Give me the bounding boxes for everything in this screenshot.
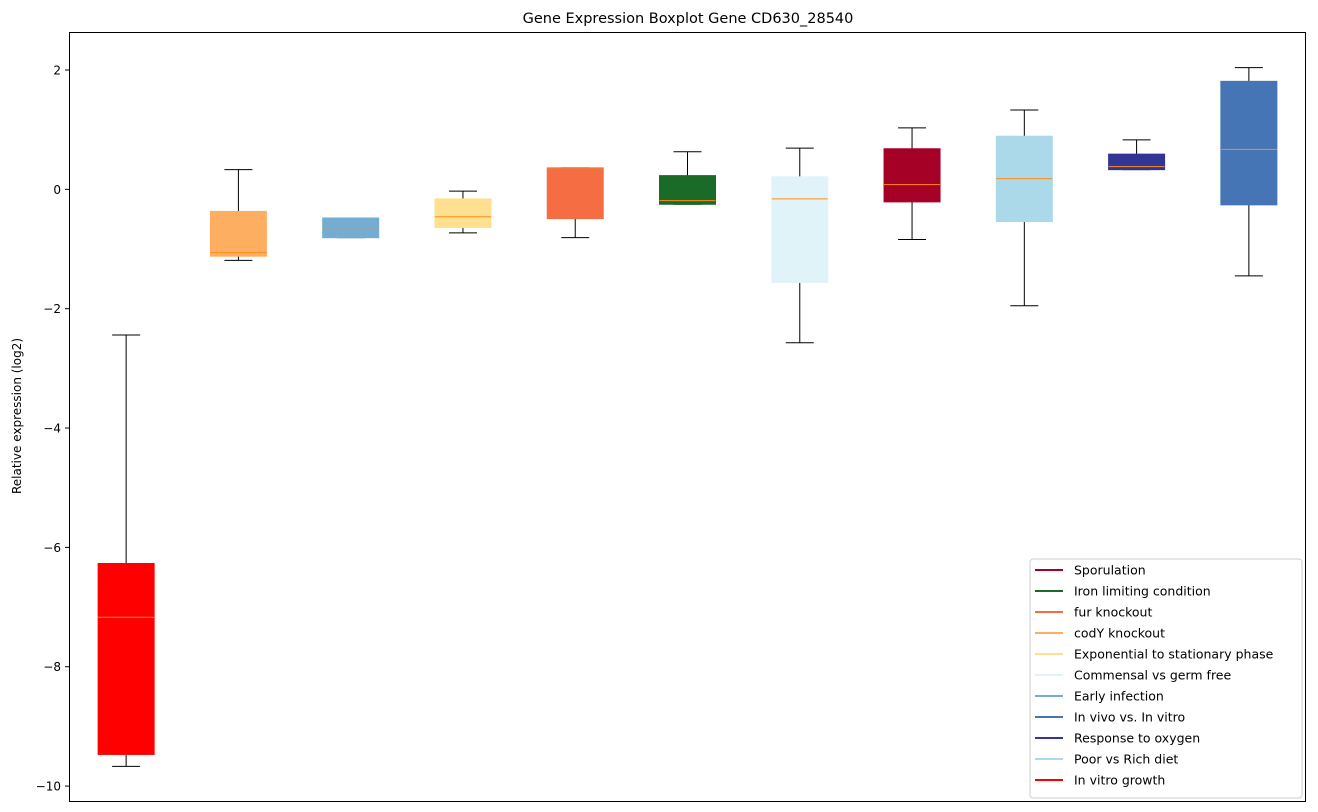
box-iron-limiting-condition bbox=[659, 151, 716, 205]
legend-label: Exponential to stationary phase bbox=[1074, 647, 1274, 662]
legend-label: Poor vs Rich diet bbox=[1074, 752, 1178, 767]
box-iqr bbox=[97, 562, 155, 755]
box-sporulation bbox=[883, 127, 941, 240]
y-tick-label: 0 bbox=[53, 183, 61, 197]
legend-label: Response to oxygen bbox=[1074, 731, 1200, 746]
legend-label: In vivo vs. In vitro bbox=[1074, 710, 1185, 725]
box-in-vitro-growth bbox=[97, 334, 155, 767]
legend-label: Early infection bbox=[1074, 689, 1164, 704]
box-early-infection bbox=[322, 217, 380, 239]
y-tick-label: −8 bbox=[43, 660, 61, 674]
chart-title: Gene Expression Boxplot Gene CD630_28540 bbox=[523, 11, 854, 27]
box-poor-vs-rich-diet bbox=[995, 109, 1053, 307]
box-cody-knockout bbox=[209, 169, 267, 261]
y-tick-label: 2 bbox=[53, 63, 61, 77]
box-iqr bbox=[322, 217, 380, 239]
legend-label: Sporulation bbox=[1074, 563, 1146, 578]
box-iqr bbox=[883, 148, 941, 203]
box-response-to-oxygen bbox=[1108, 139, 1166, 171]
y-tick-label: −4 bbox=[43, 422, 61, 436]
y-tick-label: −10 bbox=[36, 780, 61, 794]
legend-label: Iron limiting condition bbox=[1074, 584, 1211, 599]
box-iqr bbox=[1220, 80, 1278, 206]
legend-label: codY knockout bbox=[1074, 626, 1165, 641]
box-iqr bbox=[546, 167, 604, 220]
legend: Sporulation Iron limiting condition fur kn… bbox=[1029, 558, 1303, 799]
y-axis: 2 0 −2 −4 −6 −8 −10 bbox=[36, 63, 70, 794]
y-tick-label: −6 bbox=[43, 541, 61, 555]
box-iqr bbox=[434, 198, 492, 229]
box-commensal-vs-germ-free bbox=[771, 147, 829, 344]
boxes-group bbox=[97, 67, 1278, 767]
box-iqr bbox=[771, 176, 829, 283]
y-axis-label: Relative expression (log2) bbox=[10, 338, 24, 494]
box-in-vivo-vs-in-vitro bbox=[1220, 67, 1278, 277]
legend-label: fur knockout bbox=[1074, 605, 1152, 620]
box-iqr bbox=[659, 175, 716, 205]
legend-frame bbox=[1029, 558, 1303, 799]
box-iqr bbox=[209, 210, 267, 257]
plot-frame bbox=[69, 32, 1306, 802]
box-iqr bbox=[1108, 153, 1166, 171]
box-exponential-to-stationary-phase bbox=[434, 190, 492, 234]
box-fur-knockout bbox=[546, 167, 604, 239]
legend-label: In vitro growth bbox=[1074, 773, 1165, 788]
y-tick-label: −2 bbox=[43, 302, 61, 316]
legend-label: Commensal vs germ free bbox=[1074, 668, 1231, 683]
